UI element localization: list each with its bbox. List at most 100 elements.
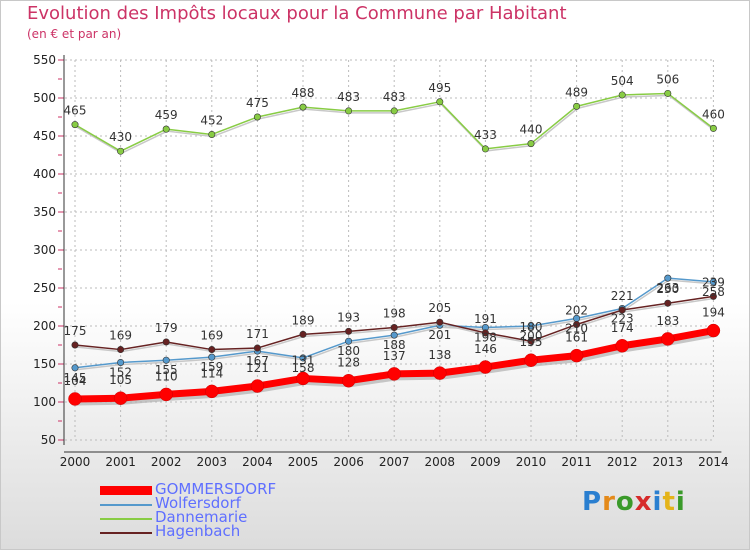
data-point-hagenbach-2012 [618,306,626,314]
data-label-gommersdorf-2007: 137 [383,349,406,363]
data-label-hagenbach-2004: 171 [246,327,269,341]
data-point-hagenbach-2013 [664,299,672,307]
data-label-hagenbach-2007: 198 [383,307,406,321]
data-label-hagenbach-2008: 205 [428,301,451,315]
y-tick-label-300: 300 [33,243,56,257]
y-tick-label-50: 50 [41,433,56,447]
data-point-dannemarie-2004 [253,113,261,121]
data-label-gommersdorf-2004: 121 [246,361,269,375]
y-tick-label-350: 350 [33,205,56,219]
data-label-dannemarie-2003: 452 [200,113,223,127]
data-label-hagenbach-2002: 179 [155,321,178,335]
y-tick-label-400: 400 [33,167,56,181]
data-label-dannemarie-2008: 495 [428,81,451,95]
data-point-hagenbach-2009 [481,329,489,337]
data-point-gommersdorf-2008 [433,366,447,380]
data-label-gommersdorf-2010: 155 [520,335,543,349]
data-label-hagenbach-2014: 239 [702,275,725,289]
x-tick-label-2014: 2014 [698,455,729,469]
y-tick-label-100: 100 [33,395,56,409]
data-point-wolfersdorf-2013 [664,274,672,282]
data-label-dannemarie-2012: 504 [611,74,634,88]
data-label-gommersdorf-2009: 146 [474,342,497,356]
data-label-wolfersdorf-2001: 152 [109,365,132,379]
data-point-wolfersdorf-2014 [709,278,717,286]
data-point-dannemarie-2009 [481,145,489,153]
data-label-dannemarie-2011: 489 [565,85,588,99]
data-label-dannemarie-2001: 430 [109,130,132,144]
data-point-hagenbach-2005 [299,330,307,338]
y-tick-label-250: 250 [33,281,56,295]
data-label-hagenbach-2000: 175 [64,324,87,338]
data-point-gommersdorf-2007 [387,367,401,381]
data-point-dannemarie-2007 [390,107,398,115]
data-point-hagenbach-2007 [390,324,398,332]
data-point-dannemarie-2010 [527,140,535,148]
data-point-wolfersdorf-2010 [527,322,535,330]
data-label-gommersdorf-2006: 128 [337,356,360,370]
data-point-dannemarie-2013 [664,89,672,97]
data-label-dannemarie-2009: 433 [474,128,497,142]
data-point-gommersdorf-2014 [706,323,721,338]
x-tick-label-2005: 2005 [288,455,319,469]
data-point-dannemarie-2008 [436,98,444,106]
legend-label-wolfersdorf: Wolfersdorf [155,494,241,512]
data-label-wolfersdorf-2004: 167 [246,354,269,368]
data-point-gommersdorf-2010 [524,353,538,367]
x-tick-label-2012: 2012 [607,455,638,469]
data-point-wolfersdorf-2007 [390,331,398,339]
data-label-wolfersdorf-2007: 188 [383,338,406,352]
data-label-hagenbach-2006: 193 [337,310,360,324]
proxiti-logo: Proxiti [582,487,686,517]
data-point-dannemarie-2000 [71,121,79,129]
data-label-wolfersdorf-2000: 145 [64,371,87,385]
data-label-dannemarie-2004: 475 [246,96,269,110]
data-label-hagenbach-2001: 169 [109,329,132,343]
y-tick-label-150: 150 [33,357,56,371]
data-label-gommersdorf-2000: 104 [64,374,87,388]
data-point-hagenbach-2006 [345,327,353,335]
data-label-gommersdorf-2002: 110 [155,369,178,383]
data-point-hagenbach-2004 [253,344,261,352]
data-point-dannemarie-2001 [117,147,125,155]
data-label-wolfersdorf-2010: 200 [520,329,543,343]
x-tick-label-2000: 2000 [60,455,91,469]
data-label-wolfersdorf-2005: 158 [292,361,315,375]
chart-title: Evolution des Impôts locaux pour la Comm… [27,3,567,24]
data-label-wolfersdorf-2014: 258 [702,285,725,299]
data-label-gommersdorf-2014: 194 [702,306,725,320]
data-label-dannemarie-2013: 506 [656,72,679,86]
data-label-gommersdorf-2011: 161 [565,331,588,345]
data-point-gommersdorf-2011 [569,348,584,363]
data-point-gommersdorf-2000 [68,392,82,406]
data-point-gommersdorf-2004 [250,379,265,393]
data-point-gommersdorf-2002 [159,387,173,402]
x-tick-label-2010: 2010 [516,455,547,469]
data-label-hagenbach-2011: 202 [565,303,588,317]
data-label-dannemarie-2014: 460 [702,107,725,121]
data-point-gommersdorf-2009 [478,360,493,374]
data-label-wolfersdorf-2003: 159 [200,360,223,374]
x-tick-label-2001: 2001 [105,455,136,469]
data-point-hagenbach-2011 [573,320,581,328]
data-label-dannemarie-2000: 465 [64,104,87,118]
data-label-wolfersdorf-2012: 223 [611,312,634,326]
y-tick-label-550: 550 [33,53,56,67]
data-label-wolfersdorf-2013: 263 [656,281,679,295]
data-point-dannemarie-2002 [162,125,170,133]
data-label-wolfersdorf-2008: 201 [428,328,451,342]
data-label-dannemarie-2006: 483 [337,90,360,104]
series-shadow-dannemarie [75,94,715,155]
data-label-gommersdorf-2012: 174 [611,321,634,335]
data-point-gommersdorf-2005 [296,371,310,386]
data-point-wolfersdorf-2001 [117,358,125,366]
data-label-dannemarie-2002: 459 [155,108,178,122]
data-point-hagenbach-2014 [709,292,717,300]
data-label-wolfersdorf-2002: 155 [155,363,178,377]
data-point-gommersdorf-2006 [341,373,356,388]
data-label-hagenbach-2003: 169 [200,329,223,343]
data-point-dannemarie-2006 [345,107,353,115]
data-label-hagenbach-2005: 189 [292,313,315,327]
